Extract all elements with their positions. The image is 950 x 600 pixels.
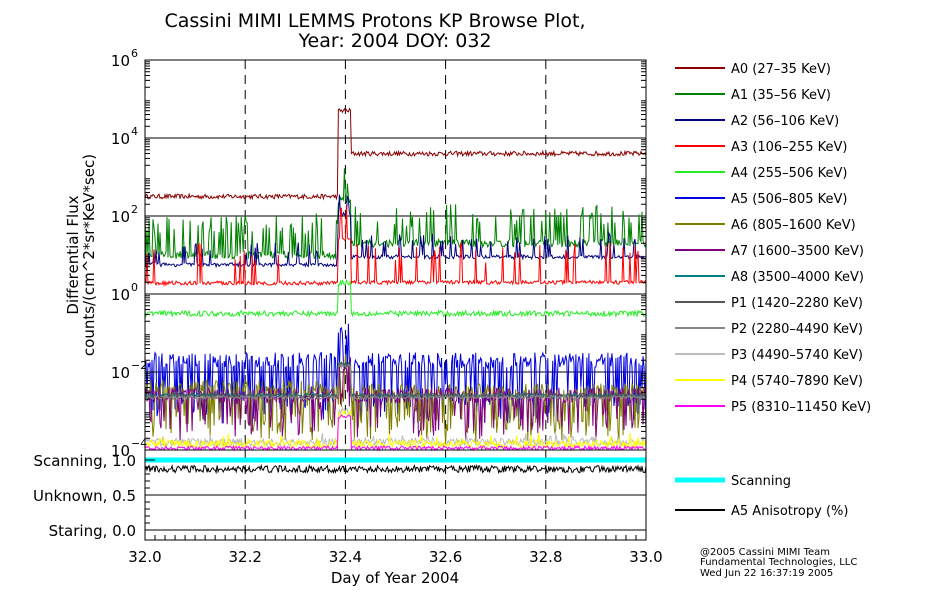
legend-upper: A0 (27–35 KeV) A1 (35–56 KeV) A2 (56–106 K… <box>675 62 871 415</box>
y-label-line2: counts/(cm^2*sr*KeV*sec) <box>80 154 98 356</box>
series-line-p5 <box>144 414 647 452</box>
series-line-a3 <box>144 205 647 287</box>
series-line-p4 <box>144 409 647 450</box>
y-tick-exponent: −2 <box>131 359 147 372</box>
y-tick-label: 10 <box>111 52 130 70</box>
legend-entry: P1 (1420–2280 KeV) <box>731 296 863 311</box>
legend-entry: A3 (106–255 KeV) <box>731 140 847 155</box>
legend-lower: Scanning A5 Anisotropy (%) <box>675 474 848 519</box>
y-tick-exponent: −4 <box>131 437 147 450</box>
legend-entry: A6 (805–1600 KeV) <box>731 218 856 233</box>
lower-y-tick-label: Staring, 0.0 <box>49 522 136 540</box>
upper-panel-series <box>144 107 647 452</box>
chart-title: Cassini MIMI LEMMS Protons KP Browse Plo… <box>164 10 585 32</box>
footer-line1: @2005 Cassini MIMI Team <box>700 547 830 558</box>
x-tick-label: 33.0 <box>629 548 662 566</box>
y-tick-exponent: 4 <box>131 125 138 138</box>
footer-line2: Fundamental Technologies, LLC <box>700 557 857 568</box>
legend-entry: A5 (506–805 KeV) <box>731 192 847 207</box>
legend-entry: A1 (35–56 KeV) <box>731 88 831 103</box>
y-tick-label: 10 <box>111 130 130 148</box>
x-tick-label: 32.6 <box>429 548 462 566</box>
x-tick-label: 32.2 <box>228 548 261 566</box>
series-line-a2 <box>144 194 646 269</box>
x-axis-label: Day of Year 2004 <box>331 569 459 587</box>
y-tick-label: 10 <box>111 286 130 304</box>
legend-entry: P4 (5740–7890 KeV) <box>731 374 863 389</box>
footer-line3: Wed Jun 22 16:37:19 2005 <box>700 568 833 579</box>
series-line-a1 <box>144 168 647 261</box>
legend-entry: Scanning <box>731 474 791 489</box>
lower-y-ticks: Scanning, 1.0 Unknown, 0.5 Staring, 0.0 <box>33 452 155 540</box>
legend-entry: A2 (56–106 KeV) <box>731 114 839 129</box>
series-line-a5-anisotropy <box>144 463 647 475</box>
lower-panel-series <box>144 457 647 475</box>
series-line-p2 <box>144 363 647 401</box>
y-axis-label: Differential Flux counts/(cm^2*sr*KeV*se… <box>64 154 98 356</box>
series-line-a7 <box>144 357 647 443</box>
x-tick-label: 32.8 <box>529 548 562 566</box>
legend-entry: P5 (8310–11450 KeV) <box>731 400 871 415</box>
x-tick-label: 32.4 <box>329 548 362 566</box>
legend-entry: P3 (4490–5740 KeV) <box>731 348 863 363</box>
y-tick-exponent: 2 <box>131 203 138 216</box>
lower-panel-grid <box>145 450 646 540</box>
y-tick-label: 10 <box>111 208 130 226</box>
legend-entry: A8 (3500–4000 KeV) <box>731 270 864 285</box>
legend-entry: P2 (2280–4490 KeV) <box>731 322 863 337</box>
lower-y-tick-label: Scanning, 1.0 <box>33 452 136 470</box>
lower-y-tick-label: Unknown, 0.5 <box>33 487 136 505</box>
y-tick-exponent: 0 <box>131 281 138 294</box>
series-line-a0 <box>144 107 647 201</box>
legend-entry: A7 (1600–3500 KeV) <box>731 244 864 259</box>
legend-entry: A4 (255–506 KeV) <box>731 166 847 181</box>
legend-entry: A0 (27–35 KeV) <box>731 62 831 77</box>
y-tick-label: 10 <box>111 364 130 382</box>
y-label-line1: Differential Flux <box>64 195 82 314</box>
x-ticks: 32.0 32.2 32.4 32.6 32.8 33.0 <box>128 530 663 566</box>
y-tick-exponent: 6 <box>131 47 138 60</box>
legend-entry: A5 Anisotropy (%) <box>731 504 848 519</box>
x-tick-label: 32.0 <box>128 548 161 566</box>
y-tick-label: 10 <box>111 442 130 460</box>
series-line-a4 <box>144 278 647 319</box>
chart-subtitle: Year: 2004 DOY: 032 <box>297 30 491 52</box>
series-line-a5 <box>144 323 647 424</box>
